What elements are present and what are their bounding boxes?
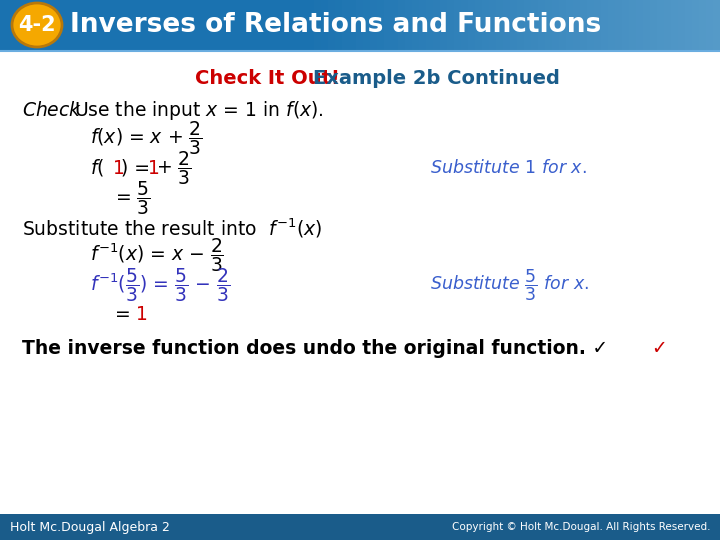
Bar	[587, 0, 594, 50]
Bar	[447, 0, 454, 50]
Bar	[538, 0, 545, 50]
Text: ) =: ) =	[121, 159, 156, 178]
Bar	[699, 0, 706, 50]
Text: The inverse function does undo the original function. ✓: The inverse function does undo the origi…	[22, 339, 608, 357]
Bar	[0, 0, 720, 50]
Text: =: =	[115, 306, 137, 325]
Bar	[615, 0, 622, 50]
Bar	[531, 0, 538, 50]
Bar	[706, 0, 713, 50]
Bar	[517, 0, 524, 50]
Bar	[405, 0, 412, 50]
Bar	[468, 0, 475, 50]
Bar	[643, 0, 650, 50]
Bar	[566, 0, 573, 50]
Text: $1$: $1$	[112, 159, 124, 178]
Bar	[510, 0, 517, 50]
Bar	[671, 0, 678, 50]
Bar	[636, 0, 643, 50]
Bar	[482, 0, 489, 50]
Bar	[321, 0, 328, 50]
Bar	[664, 0, 671, 50]
Bar	[433, 0, 440, 50]
Text: Check It Out!: Check It Out!	[195, 69, 340, 87]
Bar	[356, 0, 363, 50]
Bar	[503, 0, 510, 50]
Bar	[419, 0, 426, 50]
Text: + $\dfrac{2}{3}$: + $\dfrac{2}{3}$	[156, 149, 192, 187]
Bar	[461, 0, 468, 50]
Bar	[496, 0, 503, 50]
Text: $f^{-1}$($x$) = $x$ $-$ $\dfrac{2}{3}$: $f^{-1}$($x$) = $x$ $-$ $\dfrac{2}{3}$	[90, 236, 224, 274]
Bar	[657, 0, 664, 50]
Text: $1$: $1$	[147, 159, 159, 178]
Text: ✓: ✓	[651, 339, 667, 357]
Text: $\mathit{Substitute\ }\dfrac{5}{3}\mathit{\ for\ x.}$: $\mathit{Substitute\ }\dfrac{5}{3}\mathi…	[430, 267, 589, 303]
Bar	[489, 0, 496, 50]
Bar	[328, 0, 335, 50]
Bar	[349, 0, 356, 50]
Bar	[629, 0, 636, 50]
Bar	[314, 0, 321, 50]
Bar	[573, 0, 580, 50]
Bar	[377, 0, 384, 50]
Bar	[650, 0, 657, 50]
Text: Example 2b Continued: Example 2b Continued	[313, 69, 560, 87]
Text: = $\dfrac{5}{3}$: = $\dfrac{5}{3}$	[115, 179, 150, 217]
Bar	[454, 0, 461, 50]
Bar	[552, 0, 559, 50]
Text: Substitute the result into  $f^{-1}$($x$): Substitute the result into $f^{-1}$($x$)	[22, 216, 322, 240]
Bar	[391, 0, 398, 50]
Bar	[342, 0, 349, 50]
Bar	[335, 0, 342, 50]
Bar	[678, 0, 685, 50]
Text: $f$($x$) = $x$ + $\dfrac{2}{3}$: $f$($x$) = $x$ + $\dfrac{2}{3}$	[90, 119, 202, 157]
Text: $f^{-1}$($\dfrac{5}{3}$) = $\dfrac{5}{3}$ $-$ $\dfrac{2}{3}$: $f^{-1}$($\dfrac{5}{3}$) = $\dfrac{5}{3}…	[90, 266, 230, 304]
Bar	[580, 0, 587, 50]
Bar	[713, 0, 720, 50]
Bar	[559, 0, 566, 50]
Text: 4-2: 4-2	[18, 15, 56, 35]
Bar	[475, 0, 482, 50]
Bar	[440, 0, 447, 50]
Bar	[412, 0, 419, 50]
Bar	[398, 0, 405, 50]
Bar	[685, 0, 692, 50]
Bar	[0, 514, 720, 540]
Bar	[370, 0, 377, 50]
Text: Copyright © Holt Mc.Dougal. All Rights Reserved.: Copyright © Holt Mc.Dougal. All Rights R…	[451, 522, 710, 532]
Bar	[307, 0, 314, 50]
Bar	[601, 0, 608, 50]
Bar	[692, 0, 699, 50]
Text: $f$(: $f$(	[90, 158, 104, 179]
Bar	[363, 0, 370, 50]
Text: Holt Mc.Dougal Algebra 2: Holt Mc.Dougal Algebra 2	[10, 521, 170, 534]
Bar	[384, 0, 391, 50]
Text: $\mathbf{\mathit{Check}}$: $\mathbf{\mathit{Check}}$	[22, 100, 82, 119]
Text: $\mathit{Substitute\ 1\ for}$ $\mathit{x.}$: $\mathit{Substitute\ 1\ for}$ $\mathit{x…	[430, 159, 587, 177]
Bar	[524, 0, 531, 50]
Bar	[622, 0, 629, 50]
Ellipse shape	[12, 3, 62, 47]
Text: Use the input $x$ = 1 in $f$($x$).: Use the input $x$ = 1 in $f$($x$).	[74, 98, 324, 122]
Text: Inverses of Relations and Functions: Inverses of Relations and Functions	[70, 12, 601, 38]
Bar	[545, 0, 552, 50]
Bar	[594, 0, 601, 50]
Bar	[300, 0, 307, 50]
Bar	[608, 0, 615, 50]
Text: $1$: $1$	[135, 306, 147, 325]
Bar	[426, 0, 433, 50]
